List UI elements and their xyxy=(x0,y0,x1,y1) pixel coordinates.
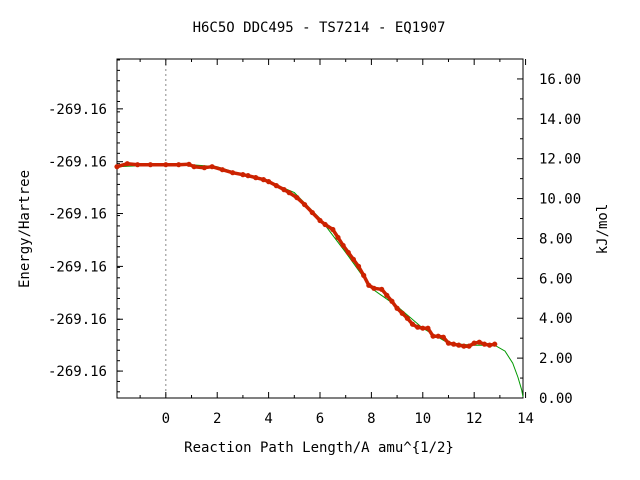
marker-band xyxy=(116,161,496,348)
data-point xyxy=(492,341,498,347)
data-point xyxy=(440,334,446,340)
data-point xyxy=(230,170,236,176)
data-point xyxy=(240,172,246,178)
data-point xyxy=(425,325,431,331)
data-point xyxy=(309,209,315,216)
data-point xyxy=(476,339,482,345)
data-point xyxy=(330,226,336,233)
x-tick-label: 2 xyxy=(213,411,221,427)
data-point xyxy=(384,292,390,298)
data-point xyxy=(322,221,328,228)
data-point xyxy=(114,164,120,170)
data-point xyxy=(294,194,300,201)
data-point xyxy=(317,217,323,224)
data-point xyxy=(389,298,395,304)
left-tick-label: -269.16 xyxy=(48,155,107,171)
data-point xyxy=(355,263,362,269)
x-tick-label: 12 xyxy=(466,411,483,427)
data-point xyxy=(335,234,341,241)
data-point xyxy=(471,340,477,346)
left-tick-label: -269.16 xyxy=(48,259,107,275)
data-point xyxy=(176,162,182,168)
data-point xyxy=(361,272,367,278)
data-point xyxy=(451,341,457,347)
right-axis-ticks: 0.00 2.00 4.00 6.00 8.00 10.00 12.00 14.00 16.00 xyxy=(517,58,581,407)
right-tick-label: 4.00 xyxy=(539,311,573,327)
data-point xyxy=(340,242,346,249)
data-point xyxy=(435,333,441,339)
data-point xyxy=(420,325,426,331)
data-point xyxy=(445,340,452,346)
right-tick-label: 6.00 xyxy=(539,271,573,287)
left-tick-label: -269.16 xyxy=(48,312,107,328)
right-tick-label: 14.00 xyxy=(539,112,581,128)
data-point xyxy=(345,249,351,256)
data-point xyxy=(260,177,267,183)
data-point xyxy=(273,183,279,189)
data-point xyxy=(147,162,154,168)
x-tick-label: 10 xyxy=(414,411,431,427)
chart-title: H6C5O DDC495 - TS7214 - EQ1907 xyxy=(193,20,446,36)
data-point xyxy=(394,305,400,311)
data-point xyxy=(379,286,385,292)
data-point xyxy=(466,343,472,349)
x-tick-label: 6 xyxy=(316,411,324,427)
right-tick-label: 10.00 xyxy=(539,192,581,208)
left-tick-label: -269.16 xyxy=(48,102,107,118)
data-point xyxy=(209,164,215,170)
data-point xyxy=(266,179,272,185)
data-point xyxy=(201,165,207,171)
data-point xyxy=(415,324,421,330)
x-tick-label: 4 xyxy=(264,411,272,427)
data-point xyxy=(456,342,462,348)
left-axis-ticks: -269.16 -269.16 -269.16 -269.16 -269.16 -269.… xyxy=(48,59,123,393)
data-point xyxy=(219,167,225,173)
data-point xyxy=(163,162,169,168)
data-point xyxy=(404,315,410,321)
data-point xyxy=(191,164,197,170)
right-tick-label: 12.00 xyxy=(539,152,581,168)
right-tick-label: 2.00 xyxy=(539,351,573,367)
data-point xyxy=(399,310,405,316)
x-tick-label: 0 xyxy=(162,411,170,427)
data-point xyxy=(253,175,259,181)
data-point xyxy=(486,342,493,348)
series-markers-red xyxy=(114,161,498,349)
right-tick-label: 8.00 xyxy=(539,231,573,247)
y-axis-label-left: Energy/Hartree xyxy=(17,170,33,288)
x-tick-label: 8 xyxy=(367,411,375,427)
data-point xyxy=(461,343,467,349)
y-axis-label-right: kJ/mol xyxy=(595,204,611,255)
data-point xyxy=(481,341,488,347)
data-point xyxy=(350,256,357,263)
data-point xyxy=(371,285,377,291)
left-tick-label: -269.16 xyxy=(48,207,107,223)
x-axis-ticks: 0 2 4 6 8 10 12 14 xyxy=(139,59,534,427)
series-line-green xyxy=(116,164,524,398)
data-point xyxy=(186,161,192,167)
right-tick-label: 0.00 xyxy=(539,391,573,407)
data-point xyxy=(409,321,416,327)
right-tick-label: 16.00 xyxy=(539,72,581,88)
data-point xyxy=(281,187,287,193)
data-point xyxy=(124,161,130,167)
x-tick-label: 14 xyxy=(517,411,534,427)
x-axis-label: Reaction Path Length/A amu^{1/2} xyxy=(184,440,454,456)
data-point xyxy=(301,201,308,208)
data-point xyxy=(286,190,292,196)
data-point xyxy=(366,282,372,288)
left-tick-label: -269.16 xyxy=(48,364,107,380)
data-point xyxy=(245,173,251,179)
data-point xyxy=(134,162,141,168)
data-point xyxy=(430,333,436,339)
